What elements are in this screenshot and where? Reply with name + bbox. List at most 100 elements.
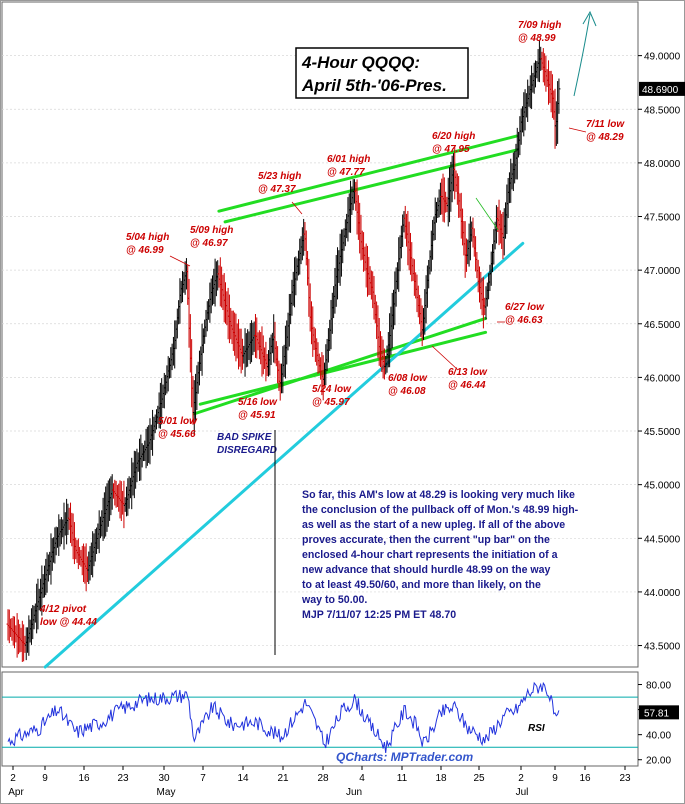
watermark: QCharts: MPTrader.com	[336, 750, 473, 764]
last-price-label: 48.6900	[642, 85, 679, 96]
annotation-6-27-low: 6/27 low @ 46.63	[505, 302, 545, 326]
x-tick-label: 28	[317, 773, 329, 784]
x-month-label: Jun	[346, 787, 362, 798]
x-tick-label: 2	[518, 773, 524, 784]
svg-text:5/23 high: 5/23 high	[258, 171, 301, 182]
price-panel	[1, 1, 639, 668]
svg-text:6/13 low: 6/13 low	[448, 367, 488, 378]
svg-text:@ 46.97: @ 46.97	[190, 238, 228, 249]
title-box	[295, 47, 469, 99]
svg-text:6/20 high: 6/20 high	[432, 131, 475, 142]
svg-text:@ 46.44: @ 46.44	[448, 380, 486, 391]
projection-arrow	[573, 10, 597, 97]
channel-line	[217, 134, 519, 213]
annotation-5-09-high: 5/09 high @ 46.97	[190, 225, 233, 249]
x-month-label: Jul	[516, 787, 529, 798]
chart-title: 4-Hour QQQQ:	[301, 53, 420, 72]
svg-text:@ 45.66: @ 45.66	[158, 429, 196, 440]
svg-text:5/04 high: 5/04 high	[126, 232, 169, 243]
svg-text:So far, this AM's low at 48.29: So far, this AM's low at 48.29 is lookin…	[302, 489, 575, 501]
x-tick-label: 16	[579, 773, 591, 784]
annotation-5-24-low: 5/24 low @ 45.97	[312, 384, 352, 408]
annotation-6-20-high: 6/20 high @ 47.95	[432, 131, 475, 155]
rsi-tick-label: 40.00	[646, 731, 671, 742]
channel-line	[192, 316, 488, 416]
svg-text:@ 48.99: @ 48.99	[518, 33, 556, 44]
y-tick-label: 47.0000	[644, 266, 681, 277]
rsi-tick-label: 80.00	[646, 681, 671, 692]
y-tick-label: 46.5000	[644, 320, 681, 331]
svg-text:5/09 high: 5/09 high	[190, 225, 233, 236]
y-tick-label: 44.0000	[644, 588, 681, 599]
channel-line	[223, 148, 519, 224]
svg-text:@ 47.95: @ 47.95	[432, 144, 470, 155]
y-tick-label: 45.5000	[644, 427, 681, 438]
svg-text:DISREGARD: DISREGARD	[217, 445, 277, 456]
svg-text:low @ 44.44: low @ 44.44	[40, 617, 97, 628]
leader-lines	[169, 127, 587, 371]
svg-text:6/08 low: 6/08 low	[388, 373, 428, 384]
last-price-box	[639, 81, 685, 96]
svg-text:proves accurate, then the curr: proves accurate, then the current "up ba…	[302, 534, 550, 546]
x-month-label: Apr	[8, 787, 24, 798]
x-tick-label: 9	[42, 773, 48, 784]
x-tick-label: 14	[237, 773, 249, 784]
y-tick-label: 48.0000	[644, 159, 681, 170]
y-tick-label: 45.0000	[644, 481, 681, 492]
svg-text:new advance that should hurdle: new advance that should hurdle 48.99 on …	[302, 564, 551, 576]
annotation-6-01-high: 6/01 high @ 47.77	[327, 154, 370, 178]
annotation-5-23-high: 5/23 high @ 47.37	[258, 171, 301, 195]
annotation-7-11-low: 7/11 low @ 48.29	[586, 119, 625, 143]
y-tick-label: 47.5000	[644, 213, 681, 224]
x-tick-label: 21	[277, 773, 289, 784]
rsi-last-label: 57.81	[644, 708, 669, 719]
y-tick-label: 48.5000	[644, 105, 681, 116]
x-tick-label: 23	[619, 773, 631, 784]
ohlc-bar	[557, 78, 561, 114]
svg-text:BAD SPIKE: BAD SPIKE	[217, 432, 272, 443]
annotation-5-01-low: 5/01 low @ 45.66	[158, 416, 198, 440]
svg-text:the conclusion of the pullback: the conclusion of the pullback off of Mo…	[302, 504, 579, 516]
svg-text:MJP 7/11/07 12:25 PM ET 48.70: MJP 7/11/07 12:25 PM ET 48.70	[302, 609, 456, 621]
annotation-bad-spike: BAD SPIKE DISREGARD	[217, 432, 277, 456]
svg-text:@ 45.91: @ 45.91	[238, 410, 276, 421]
svg-text:@ 46.99: @ 46.99	[126, 245, 164, 256]
annotation-5-16-low: 5/16 low @ 45.91	[238, 397, 278, 421]
trendline-support	[43, 241, 525, 669]
commentary-block: So far, this AM's low at 48.29 is lookin…	[301, 489, 579, 621]
x-tick-label: 30	[158, 773, 170, 784]
svg-text:4/12 pivot: 4/12 pivot	[39, 604, 87, 615]
svg-text:6/27 low: 6/27 low	[505, 302, 545, 313]
svg-text:to at least 49.50/60, and more: to at least 49.50/60, and more than like…	[302, 579, 541, 591]
annotation-6-13-low: 6/13 low @ 46.44	[448, 367, 488, 391]
rsi-label: RSI	[528, 723, 545, 734]
x-tick-label: 4	[359, 773, 365, 784]
svg-text:@ 47.37: @ 47.37	[258, 184, 296, 195]
x-tick-label: 2	[10, 773, 16, 784]
x-tick-label: 9	[552, 773, 558, 784]
x-tick-label: 7	[200, 773, 206, 784]
svg-text:as well as the start of a new: as well as the start of a new upleg. If …	[302, 519, 565, 531]
svg-text:5/16 low: 5/16 low	[238, 397, 278, 408]
svg-text:@ 46.63: @ 46.63	[505, 315, 543, 326]
svg-text:enclosed 4-hour chart represen: enclosed 4-hour chart represents the ini…	[302, 549, 558, 561]
rsi-last-box	[639, 705, 679, 720]
y-tick-label: 43.5000	[644, 642, 681, 653]
rsi-line	[7, 681, 560, 753]
annotation-5-04-high: 5/04 high @ 46.99	[126, 232, 169, 256]
y-tick-label: 44.5000	[644, 534, 681, 545]
x-tick-label: 23	[117, 773, 129, 784]
y-tick-label: 46.0000	[644, 373, 681, 384]
annotation-7-09-high: 7/09 high @ 48.99	[518, 20, 561, 44]
channel-line	[198, 330, 488, 406]
svg-text:5/24 low: 5/24 low	[312, 384, 352, 395]
x-tick-label: 25	[473, 773, 485, 784]
svg-text:7/11 low: 7/11 low	[586, 119, 625, 130]
svg-text:7/09 high: 7/09 high	[518, 20, 561, 31]
svg-text:@ 46.08: @ 46.08	[388, 386, 426, 397]
y-tick-label: 49.0000	[644, 52, 681, 63]
x-month-label: May	[157, 787, 176, 798]
chart-subtitle: April 5th-'06-Pres.	[301, 76, 447, 95]
annotation-4-12-pivot: 4/12 pivot low @ 44.44	[39, 604, 97, 628]
x-tick-label: 11	[397, 773, 408, 784]
